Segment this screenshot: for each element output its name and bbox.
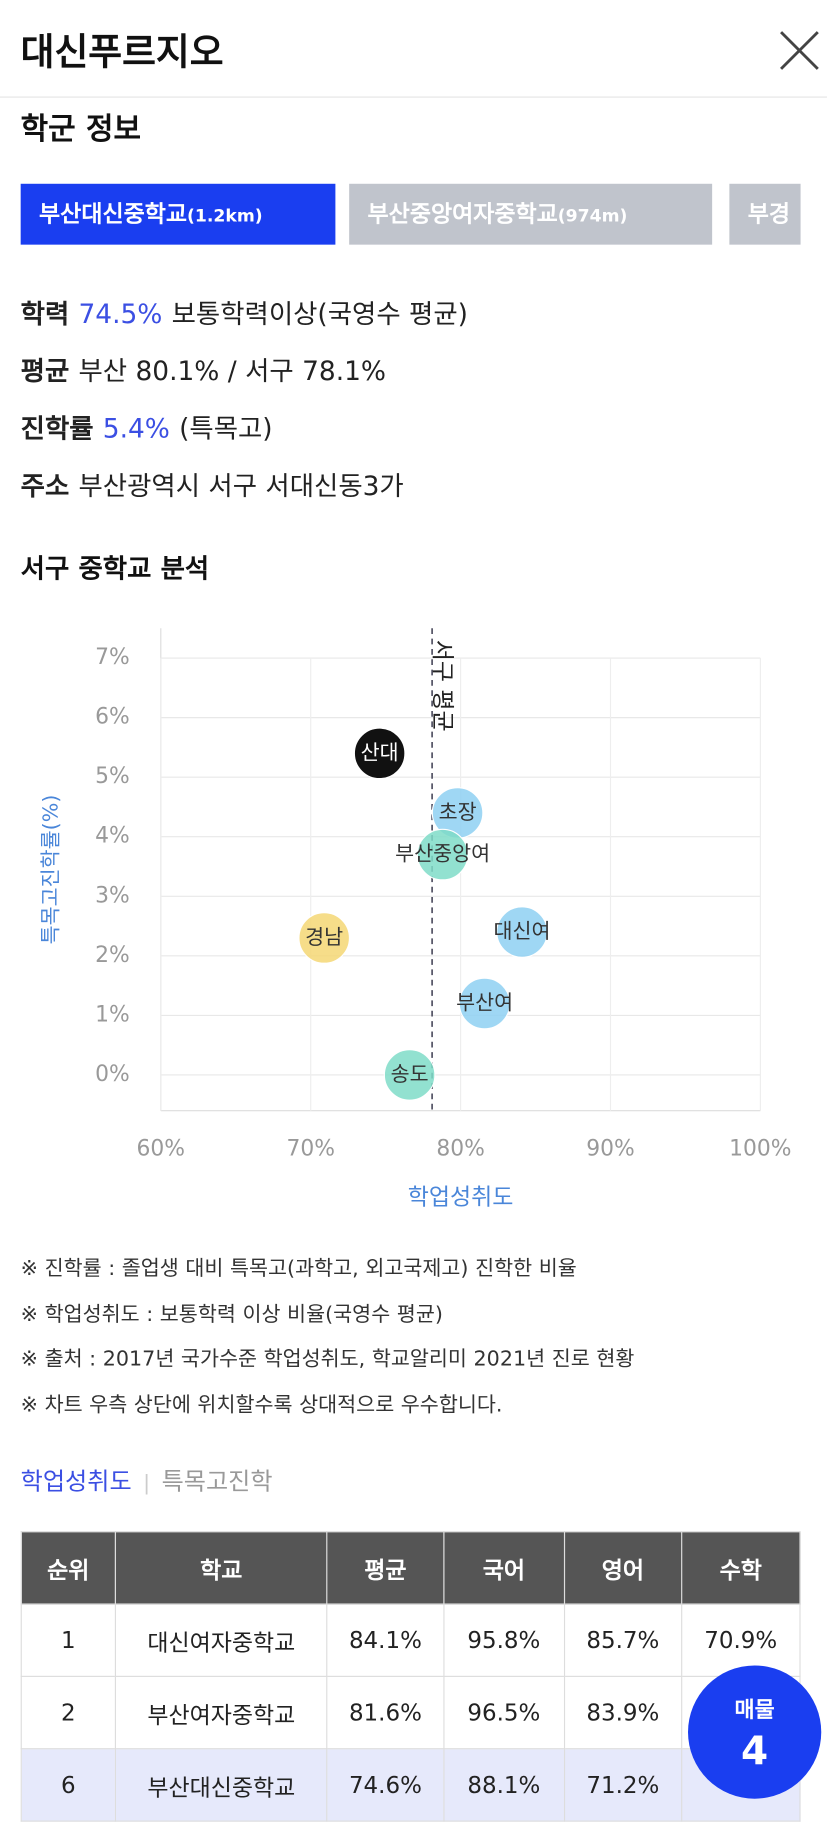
header-title: 대신푸르지오 [20,29,224,74]
note: ※ 진학률 : 졸업생 대비 특목고(과학고, 외고국제고) 진학한 비율 [20,1256,577,1281]
table-row: 6 부산대신중학교 74.6% 88.1% 71.2% [20,1748,801,1822]
table-cell: 96.5% [442,1675,565,1750]
table-cell: 84.1% [326,1603,445,1677]
note: ※ 출처 : 2017년 국가수준 학업성취도, 학교알리미 2021년 진로 … [20,1347,635,1372]
y-tick-label: 4% [95,824,130,849]
info-text: 보통학력이상(국영수 평균) [171,299,468,330]
school-distance: (1.2km) [187,205,263,227]
header-cell: 영어 [563,1531,683,1605]
header-cell: 수학 [680,1531,801,1605]
x-tick-label: 80% [436,1137,484,1162]
school-tab[interactable]: 부산대신중학교(1.2km) [20,183,336,245]
x-tick-label: 70% [286,1137,334,1162]
table-cell: 부산여자중학교 [114,1675,328,1750]
table-cell: 1 [20,1603,116,1677]
ranking-tab[interactable]: 특목고진학 [161,1467,273,1496]
table-cell: 2 [20,1675,116,1750]
table-header: 순위 학교 평균 국어 영어 수학 [20,1531,801,1605]
point-label: 송도 [391,1062,429,1086]
x-tick-label: 90% [586,1137,634,1162]
info-text: 진학률 [20,414,94,445]
close-button[interactable] [776,28,822,74]
point-label: 산대 [361,740,399,764]
header-cell: 학교 [114,1531,328,1605]
average-label: 서구 평균 [429,640,455,732]
y-tick-label: 7% [95,645,130,670]
school-distance: (974m) [557,205,628,227]
divider [0,96,827,98]
info-row: 평균 부산 80.1% / 서구 78.1% [21,349,396,388]
fab-label: 매물 [734,1697,775,1723]
table-row: 1 대신여자중학교 84.1% 95.8% 85.7% 70.9% [20,1603,801,1677]
point-label: 경남 [305,925,343,949]
school-name: 부산중앙여자중학교 [367,199,558,228]
point-label: 대신여 [494,919,551,943]
table-row: 2 부산여자중학교 81.6% 96.5% 83.9% [20,1675,801,1750]
school-name: 부산대신중학교 [39,199,188,228]
y-tick-label: 6% [95,705,130,730]
listing-button[interactable]: 매물 4 [688,1665,822,1799]
table-cell: 부산대신중학교 [114,1748,328,1822]
header-cell: 순위 [20,1531,116,1605]
y-tick-label: 5% [95,764,130,789]
table-cell: 81.6% [326,1675,445,1750]
info-text: 부산 80.1% / 서구 78.1% [78,357,387,388]
table-cell: 대신여자중학교 [114,1603,328,1677]
school-name: 부경 [747,199,791,228]
x-axis-label: 학업성취도 [408,1184,514,1210]
info-text: 부산광역시 서구 서대신동3가 [78,472,404,502]
ranking-tab[interactable]: 학업성취도 [20,1467,132,1496]
header-cell: 평균 [326,1531,445,1605]
school-tab[interactable]: 부산중앙여자중학교(974m) [349,183,713,245]
point [416,828,469,881]
table-cell: 74.6% [326,1748,445,1822]
note: ※ 학업성취도 : 보통학력 이상 비율(국영수 평균) [20,1301,443,1327]
info-text: 평균 [20,357,70,388]
point-label: 초장 [439,800,477,824]
info-text: 74.5% [78,299,163,330]
y-tick-label: 1% [95,1002,130,1027]
point [383,1049,436,1101]
note: ※ 차트 우측 상단에 위치할수록 상대적으로 우수합니다. [20,1392,503,1417]
y-tick-label: 2% [95,943,130,968]
point [458,977,511,1030]
y-axis-label: 특목고진학률(%) [39,795,63,945]
table-cell: 88.1% [442,1748,565,1822]
separator: | [143,1471,151,1496]
info-text: 5.4% [102,414,170,445]
point [496,906,548,958]
school-tab[interactable]: 부경 [729,183,801,245]
table-cell: 85.7% [563,1603,683,1677]
table-cell: 70.9% [680,1603,801,1677]
table-cell: 95.8% [442,1603,565,1677]
point-label: 부산여 [456,990,513,1014]
point [353,727,406,780]
x-tick-label: 100% [729,1137,791,1162]
info-text: (특목고) [179,414,273,445]
table-cell: 71.2% [563,1748,683,1822]
point-label: 부산중앙여 [395,842,490,866]
section-title: 학군 정보 [20,112,141,148]
y-tick-label: 3% [95,883,130,908]
table-cell: 83.9% [563,1675,683,1750]
info-row: 진학률 5.4% (특목고) [21,407,282,446]
info-text: 주소 [20,472,70,502]
x-tick-label: 60% [137,1137,185,1162]
table-cell: 6 [20,1748,116,1822]
point [298,912,351,964]
analysis-title: 서구 중학교 분석 [20,554,210,585]
ranking-tabs: 학업성취도 | 특목고진학 [21,1463,273,1497]
scatter-chart: 0% 1% 2% 3% 4% 5% 6% 7% 60% 70% 80% 90% 100% 학업성취도 특목고… [39,628,792,1210]
info-text: 학력 [20,299,70,330]
info-row: 주소 부산광역시 서구 서대신동3가 [21,464,413,503]
y-tick-label: 0% [95,1062,130,1087]
ranking-table: 순위 학교 평균 국어 영어 수학 1 대신여자중학교 84.1% 95.8% 85.7% 70.9%… [20,1531,801,1822]
info-row: 학력 74.5% 보통학력이상(국영수 평균) [21,292,477,331]
header-cell: 국어 [442,1531,565,1605]
fab-count: 4 [741,1728,769,1775]
